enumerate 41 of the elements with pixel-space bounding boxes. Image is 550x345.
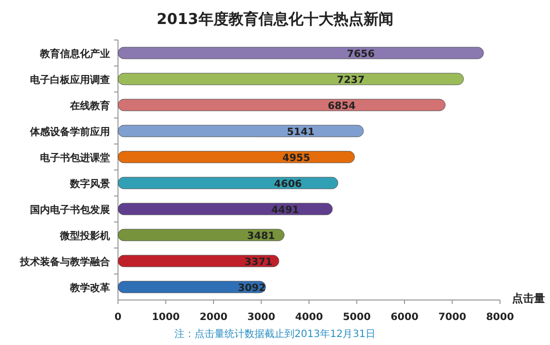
data-label: 3481 (247, 231, 276, 242)
bar (118, 254, 280, 268)
x-tick-label: 6000 (390, 312, 418, 323)
y-tick-label: 教学改革 (69, 282, 110, 294)
data-label: 6854 (328, 101, 356, 112)
y-tick-label: 数字风景 (69, 178, 110, 190)
bar (118, 228, 284, 242)
y-tick-label: 教育信息化产业 (39, 48, 110, 60)
text: 注：点击量统计数据截止到2013年12月31日 (174, 328, 376, 340)
data-label: 4955 (282, 153, 310, 164)
data-label: 5141 (286, 127, 315, 138)
bar (118, 124, 364, 138)
y-tick-label: 技术装备与教学融合 (19, 256, 111, 268)
data-label: 4606 (274, 179, 302, 190)
x-tick-label: 0 (114, 312, 122, 323)
bar (118, 150, 355, 164)
y-tick-label: 电子书包进课堂 (40, 152, 110, 164)
chart-title: 2013年度教育信息化十大热点新闻 (156, 10, 394, 28)
data-label: 7656 (346, 49, 375, 60)
bar (118, 176, 338, 190)
bar (118, 72, 464, 86)
x-axis-title: 点击量 (512, 292, 545, 305)
bar (118, 98, 446, 112)
y-tick-label: 体感设备学前应用 (29, 126, 110, 138)
bar (118, 46, 484, 60)
data-label: 4491 (271, 205, 300, 216)
data-label: 7237 (336, 75, 365, 86)
bar (118, 202, 333, 216)
x-tick-label: 5000 (342, 312, 371, 323)
data-label: 3371 (244, 257, 272, 268)
y-tick-label: 微型投影机 (59, 230, 110, 242)
x-tick-label: 1000 (152, 312, 180, 323)
x-tick-label: 8000 (486, 312, 514, 323)
data-label: 3092 (238, 283, 266, 294)
y-tick-label: 在线教育 (69, 100, 110, 112)
y-tick-label: 电子白板应用调查 (30, 74, 110, 86)
x-tick-label: 3000 (247, 312, 276, 323)
y-tick-label: 国内电子书包发展 (30, 204, 110, 216)
x-tick-label: 4000 (295, 312, 323, 323)
x-tick-label: 2000 (200, 312, 228, 323)
x-tick-label: 7000 (438, 312, 466, 323)
